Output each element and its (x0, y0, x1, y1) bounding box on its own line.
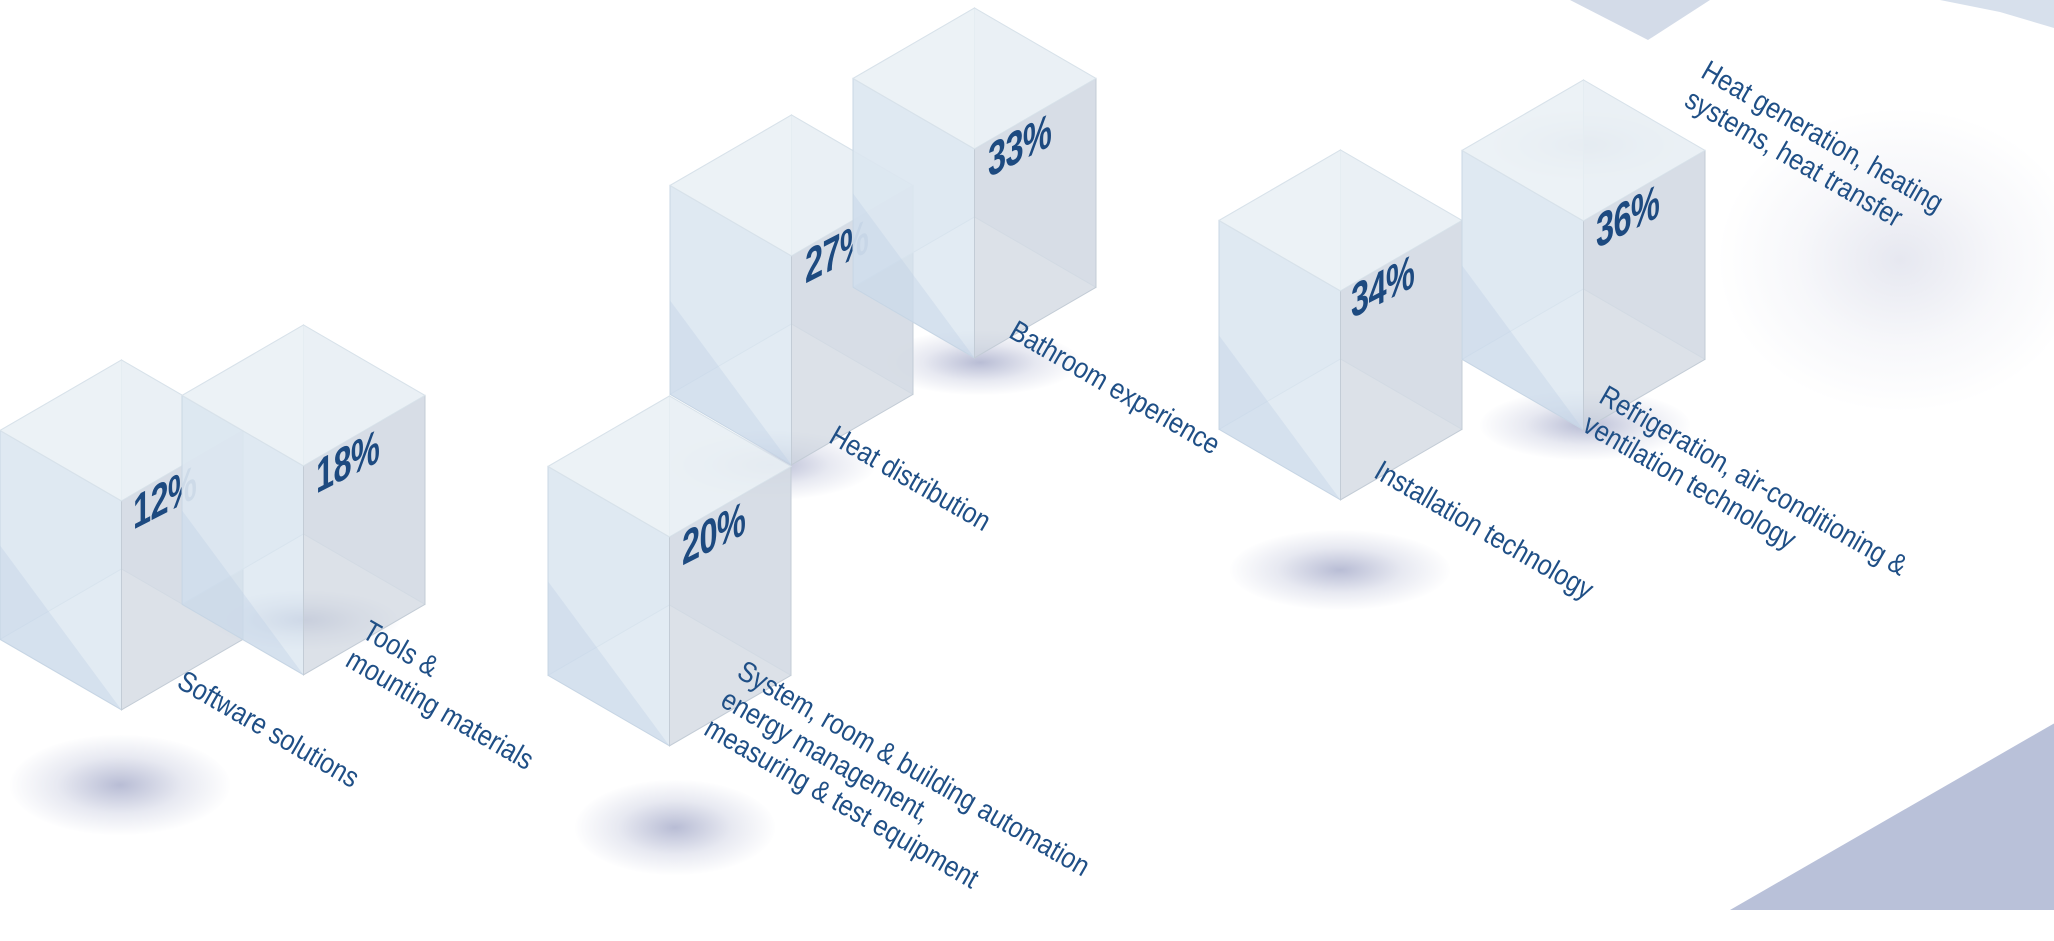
cube-shape (1218, 149, 1463, 501)
cube-top-face (852, 7, 1097, 150)
floor-shadow (10, 735, 230, 835)
cube-lower-shade (182, 510, 304, 675)
floor-shadow (575, 780, 775, 875)
floor-shadow (1720, 110, 2054, 410)
floor-slab (1730, 723, 2054, 910)
cube-top-face (1461, 79, 1706, 222)
cube-shape (181, 324, 426, 676)
cube-lower-shade (853, 193, 975, 358)
cube-lower-shade (0, 545, 122, 710)
cube-shape (1461, 79, 1706, 431)
isometric-cube-chart: 12% 18% 20% 27% 33% 34% 36% Software solutions T… (0, 0, 2054, 910)
category-label-line: ventilation technology (1577, 408, 1802, 557)
cube-lower-shade (1219, 335, 1341, 500)
cube-shape (852, 7, 1097, 359)
cube-lower-shade (670, 300, 792, 465)
cube-top-face (547, 395, 792, 538)
cube-shape (547, 395, 792, 747)
top-edge-shapes (1570, 0, 2054, 40)
category-label: System, room & building automation energy… (699, 655, 1095, 941)
category-label-line: Refrigeration, air-conditioning & (1594, 380, 1913, 583)
category-label: Refrigeration, air-conditioning & ventila… (1577, 380, 1913, 612)
floor-shadow (1230, 530, 1450, 610)
cube-top-face (181, 324, 426, 467)
category-label-line: energy management, (715, 683, 936, 830)
cube-lower-shade (1462, 265, 1584, 430)
category-label: Tools & mounting materials (340, 615, 555, 778)
cube-lower-shade (548, 581, 670, 746)
